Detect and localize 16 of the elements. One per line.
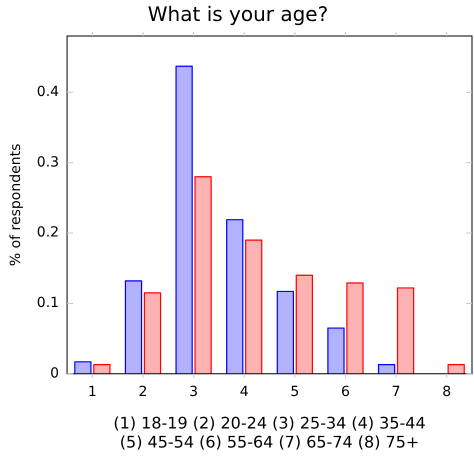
- x-tick-label: 3: [189, 384, 198, 400]
- x-tick-label: 5: [290, 384, 300, 400]
- x-tick-label: 1: [88, 384, 97, 400]
- chart-title: What is your age?: [148, 2, 328, 26]
- y-tick-label: 0.4: [36, 84, 60, 100]
- y-tick-label: 0.2: [36, 224, 60, 241]
- x-axis-title: (1) 18-19 (2) 20-24 (3) 25-34 (4) 35-44 (5) 45-54 (6) 55-64 (7) 65-74 (8) 75+: [113, 413, 426, 452]
- y-tick-label: 0: [50, 365, 60, 382]
- x-tick-label: 2: [138, 384, 148, 400]
- x-tick-label: 6: [340, 384, 350, 400]
- y-axis-title: % of respondents: [8, 144, 24, 266]
- y-tick-label: 0.3: [36, 154, 60, 170]
- x-tick-label: 7: [392, 384, 401, 400]
- y-tick-label: 0.1: [36, 295, 60, 312]
- x-tick-label: 8: [442, 384, 452, 400]
- x-tick-label: 4: [240, 384, 249, 400]
